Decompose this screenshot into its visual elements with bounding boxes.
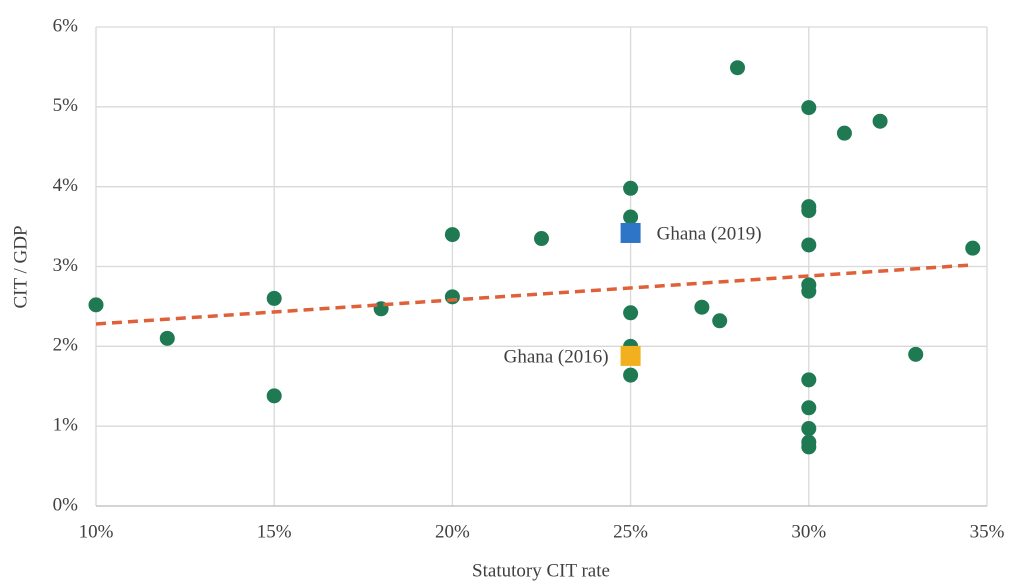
point	[694, 299, 710, 315]
point	[159, 330, 175, 346]
x-tick-label: 25%	[613, 521, 648, 542]
point	[623, 180, 639, 196]
point	[266, 290, 282, 306]
point	[444, 289, 460, 305]
point	[620, 222, 641, 243]
point	[88, 297, 104, 313]
y-tick-label: 1%	[53, 415, 79, 436]
point-label: Ghana (2019)	[657, 223, 762, 244]
point	[801, 100, 817, 116]
x-axis-label: Statutory CIT rate	[472, 560, 610, 581]
y-tick-label: 4%	[53, 175, 79, 196]
point	[623, 305, 639, 321]
point	[730, 60, 746, 76]
y-tick-label: 3%	[53, 255, 79, 276]
point	[801, 421, 817, 437]
y-tick-label: 0%	[53, 494, 79, 515]
point	[801, 203, 817, 219]
x-tick-label: 30%	[791, 521, 826, 542]
point	[444, 227, 460, 243]
y-tick-label: 5%	[53, 95, 79, 116]
point	[872, 113, 888, 129]
trend-line	[95, 263, 973, 326]
point	[965, 240, 981, 256]
x-tick-label: 20%	[435, 521, 470, 542]
point	[836, 125, 852, 141]
x-tick-label: 15%	[257, 521, 292, 542]
y-axis-label: CIT / GDP	[10, 225, 31, 308]
point	[620, 345, 641, 366]
y-tick-label: 6%	[53, 15, 79, 36]
point	[534, 231, 549, 247]
x-tick-label: 10%	[79, 521, 114, 542]
point-label: Ghana (2016)	[504, 346, 609, 367]
point	[266, 388, 282, 404]
point	[801, 372, 817, 388]
point	[623, 367, 639, 383]
x-tick-label: 35%	[970, 521, 1005, 542]
point	[623, 209, 639, 225]
point	[801, 400, 817, 416]
point	[801, 439, 817, 455]
point	[908, 346, 924, 362]
y-tick-label: 2%	[53, 335, 79, 356]
point	[712, 313, 728, 329]
point	[801, 237, 817, 253]
point	[801, 283, 817, 299]
